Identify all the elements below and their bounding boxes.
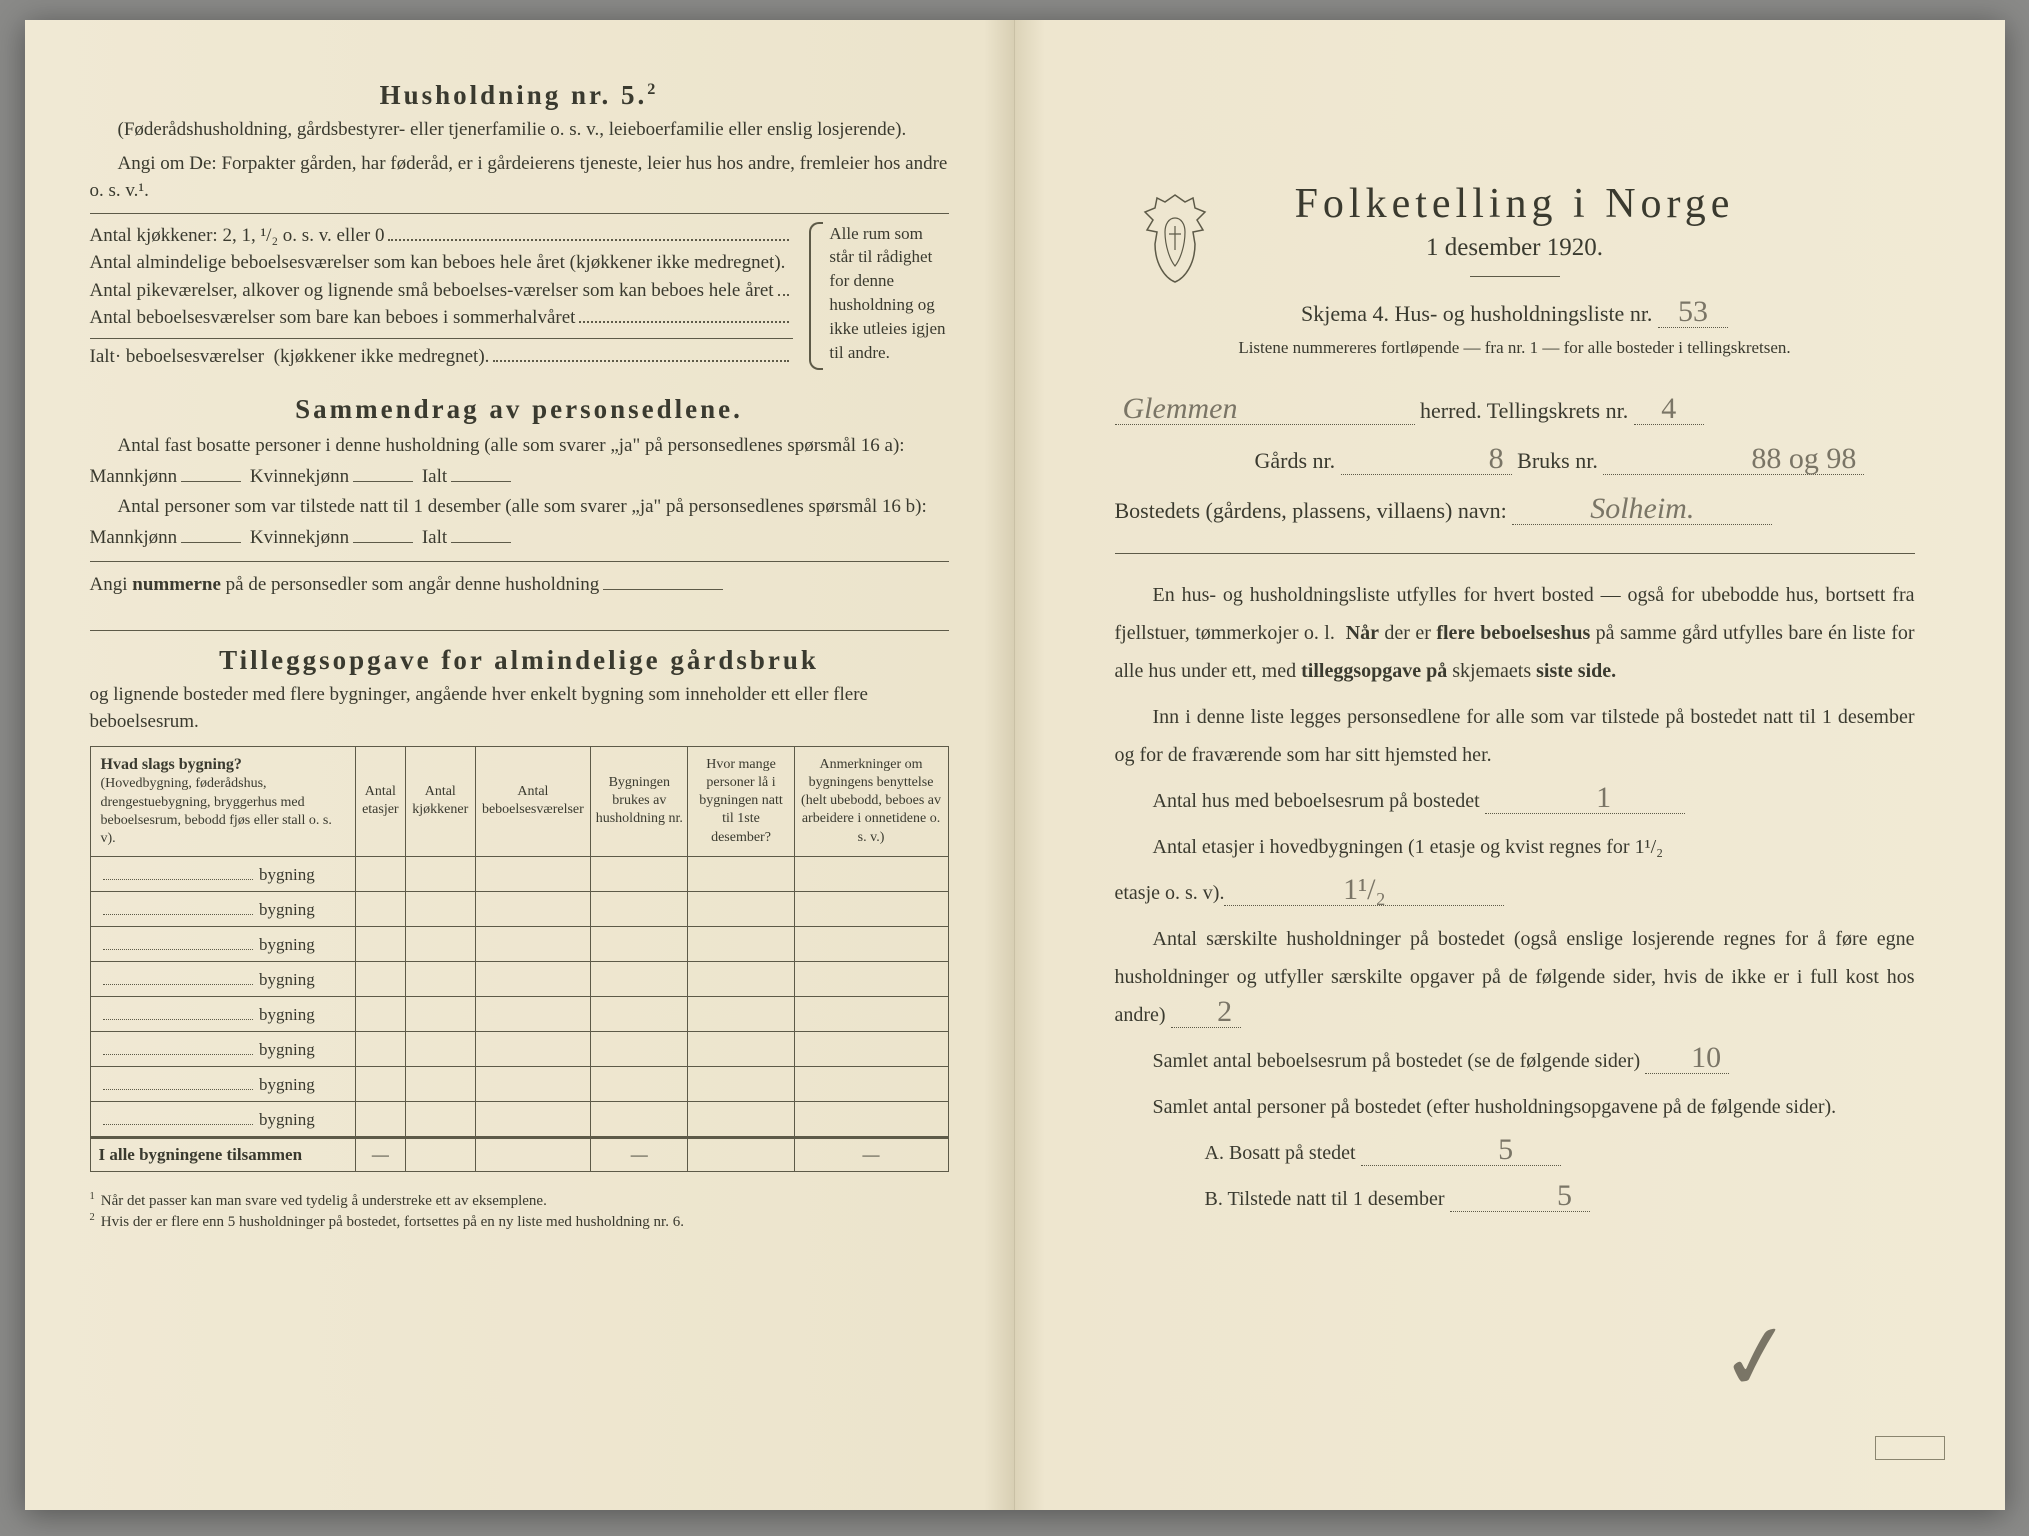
- a-line: A. Bosatt på stedet 5: [1115, 1134, 1915, 1172]
- saerskilte-line: Antal særskilte husholdninger på bostede…: [1115, 920, 1915, 1034]
- etasjer-value: 1¹/₂: [1224, 875, 1504, 906]
- col-bygning: Hvad slags bygning? (Hovedbygning, føder…: [90, 746, 355, 857]
- row-sommer: Antal beboelsesværelser som bare kan beb…: [90, 304, 794, 332]
- rule: [90, 561, 949, 562]
- table-row: bygning: [90, 1067, 948, 1102]
- sammendrag-line2: Antal personer som var tilstede natt til…: [90, 492, 949, 553]
- tillegg-title: Tilleggsopgave for almindelige gårdsbruk: [90, 645, 949, 676]
- col-kjokkener: Antal kjøkkener: [405, 746, 475, 857]
- husholdning-angi: Angi om De: Forpakter gården, har føderå…: [90, 150, 949, 205]
- table-row: bygning: [90, 857, 948, 892]
- husholdning-title: Husholdning nr. 5.2: [90, 80, 949, 111]
- instructions-p1: En hus- og husholdningsliste utfylles fo…: [1115, 576, 1915, 690]
- table-row: bygning: [90, 997, 948, 1032]
- col-anmerk: Anmerkninger om bygningens benyttelse (h…: [794, 746, 948, 857]
- rule: [90, 213, 949, 214]
- left-page: Husholdning nr. 5.2 (Føderådshusholdning…: [25, 20, 1015, 1510]
- row-ialt: Ialt· beboelsesværelser (kjøkkener ikke …: [90, 338, 794, 371]
- herred-line: Glemmen herred. Tellingskrets nr. 4: [1115, 388, 1915, 434]
- gards-line: Gårds nr. 8 Bruks nr. 88 og 98: [1115, 438, 1915, 484]
- title-rule: [1470, 276, 1560, 277]
- antal-hus-value: 1: [1485, 783, 1685, 814]
- table-total-row: I alle bygningene tilsammen———: [90, 1138, 948, 1172]
- list-nr-value: 53: [1658, 297, 1728, 328]
- herred-value: Glemmen: [1115, 394, 1415, 425]
- a-value: 5: [1361, 1135, 1561, 1166]
- tillegg-para: og lignende bosteder med flere bygninger…: [90, 682, 949, 735]
- row-kjokkener: Antal kjøkkener: 2, 1, ¹/₂ o. s. v. elle…: [90, 222, 794, 250]
- krets-value: 4: [1634, 394, 1704, 425]
- husholdning-paren: (Føderådshusholdning, gårdsbestyrer- ell…: [90, 117, 949, 144]
- table-row: bygning: [90, 892, 948, 927]
- coat-of-arms-icon: [1135, 190, 1215, 285]
- antal-hus-line: Antal hus med beboelsesrum på bostedet 1: [1115, 782, 1915, 820]
- col-beboelse: Antal beboelsesværelser: [475, 746, 591, 857]
- b-value: 5: [1450, 1181, 1590, 1212]
- printer-stamp: [1875, 1436, 1945, 1460]
- right-page: Folketelling i Norge 1 desember 1920. Sk…: [1015, 20, 2005, 1510]
- table-row: bygning: [90, 962, 948, 997]
- bosted-value: Solheim.: [1512, 494, 1772, 525]
- col-brukes: Bygningen brukes av husholdning nr.: [591, 746, 688, 857]
- angi-nummerne: Angi nummerne på de personsedler som ang…: [90, 570, 949, 600]
- document-spread: Husholdning nr. 5.2 (Føderådshusholdning…: [25, 20, 2005, 1510]
- skjema-line: Skjema 4. Hus- og husholdningsliste nr. …: [1115, 297, 1915, 328]
- tillegg-table: Hvad slags bygning? (Hovedbygning, føder…: [90, 746, 949, 1173]
- listene-note: Listene nummereres fortløpende — fra nr.…: [1115, 338, 1915, 358]
- samlet-rum-value: 10: [1645, 1043, 1729, 1074]
- instructions-p2: Inn i denne liste legges personsedlene f…: [1115, 698, 1915, 774]
- table-row: bygning: [90, 1032, 948, 1067]
- checkmark-icon: ✓: [1712, 1300, 1801, 1414]
- sammendrag-title: Sammendrag av personsedlene.: [90, 394, 949, 425]
- antal-etasjer-cont: etasje o. s. v).1¹/₂: [1115, 874, 1915, 912]
- main-title: Folketelling i Norge: [1115, 180, 1915, 228]
- gards-value: 8: [1341, 444, 1512, 475]
- row-pike: Antal pikeværelser, alkover og lignende …: [90, 277, 794, 305]
- rule: [90, 630, 949, 631]
- bruks-value: 88 og 98: [1603, 444, 1864, 475]
- sammendrag-line1: Antal fast bosatte personer i denne hush…: [90, 431, 949, 492]
- room-counts-block: Antal kjøkkener: 2, 1, ¹/₂ o. s. v. elle…: [90, 222, 949, 371]
- samlet-pers-line: Samlet antal personer på bostedet (efter…: [1115, 1088, 1915, 1126]
- b-line: B. Tilstede natt til 1 desember 5: [1115, 1180, 1915, 1218]
- col-etasjer: Antal etasjer: [355, 746, 405, 857]
- table-row: bygning: [90, 1102, 948, 1138]
- samlet-rum-line: Samlet antal beboelsesrum på bostedet (s…: [1115, 1042, 1915, 1080]
- brace-note: Alle rum som står til rådighet for denne…: [809, 222, 948, 371]
- saerskilte-value: 2: [1171, 997, 1241, 1028]
- col-personer: Hvor mange personer lå i bygningen natt …: [688, 746, 794, 857]
- bosted-line: Bostedets (gårdens, plassens, villaens) …: [1115, 488, 1915, 534]
- footnotes: 1Når det passer kan man svare ved tydeli…: [90, 1190, 949, 1233]
- table-row: bygning: [90, 927, 948, 962]
- rule: [1115, 553, 1915, 554]
- main-subtitle: 1 desember 1920.: [1115, 234, 1915, 262]
- row-almindelige: Antal almindelige beboelsesværelser som …: [90, 249, 794, 277]
- antal-etasjer-line: Antal etasjer i hovedbygningen (1 etasje…: [1115, 828, 1915, 866]
